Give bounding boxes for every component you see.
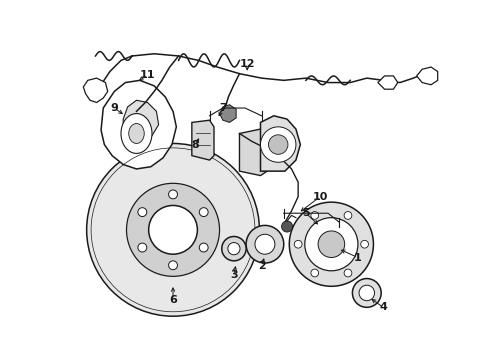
Text: 4: 4 bbox=[379, 302, 388, 312]
Text: 11: 11 bbox=[140, 70, 155, 80]
Ellipse shape bbox=[129, 123, 144, 143]
Text: 1: 1 bbox=[354, 252, 362, 262]
Text: 9: 9 bbox=[110, 103, 118, 113]
Text: 7: 7 bbox=[219, 103, 227, 113]
Circle shape bbox=[294, 240, 302, 248]
Circle shape bbox=[344, 269, 352, 277]
Circle shape bbox=[311, 212, 319, 219]
Polygon shape bbox=[240, 129, 267, 176]
Circle shape bbox=[148, 206, 197, 254]
Circle shape bbox=[261, 127, 296, 162]
Circle shape bbox=[126, 183, 220, 276]
Polygon shape bbox=[83, 78, 108, 103]
Text: 8: 8 bbox=[191, 140, 199, 149]
Circle shape bbox=[269, 135, 288, 154]
Circle shape bbox=[305, 218, 358, 271]
Circle shape bbox=[228, 243, 240, 255]
Circle shape bbox=[246, 225, 284, 263]
Circle shape bbox=[138, 208, 147, 217]
Text: 10: 10 bbox=[313, 192, 328, 202]
Polygon shape bbox=[416, 67, 438, 85]
Text: 2: 2 bbox=[258, 261, 266, 271]
Polygon shape bbox=[101, 80, 176, 169]
Circle shape bbox=[199, 208, 208, 217]
Circle shape bbox=[359, 285, 374, 301]
Text: 5: 5 bbox=[302, 208, 310, 218]
Polygon shape bbox=[261, 116, 300, 171]
Circle shape bbox=[169, 190, 177, 199]
Polygon shape bbox=[123, 100, 159, 140]
Circle shape bbox=[255, 234, 275, 254]
Circle shape bbox=[289, 202, 373, 286]
Circle shape bbox=[318, 231, 344, 257]
Circle shape bbox=[87, 143, 259, 316]
Polygon shape bbox=[220, 105, 236, 122]
Polygon shape bbox=[378, 76, 398, 89]
Circle shape bbox=[311, 269, 319, 277]
Circle shape bbox=[282, 221, 293, 232]
Circle shape bbox=[352, 279, 381, 307]
Circle shape bbox=[138, 243, 147, 252]
Ellipse shape bbox=[121, 113, 152, 153]
Polygon shape bbox=[192, 120, 214, 160]
Circle shape bbox=[361, 240, 368, 248]
Text: 12: 12 bbox=[240, 59, 255, 69]
Text: 6: 6 bbox=[169, 294, 177, 305]
Text: 3: 3 bbox=[230, 270, 238, 280]
Circle shape bbox=[222, 237, 246, 261]
Circle shape bbox=[169, 261, 177, 270]
Circle shape bbox=[344, 212, 352, 219]
Circle shape bbox=[199, 243, 208, 252]
